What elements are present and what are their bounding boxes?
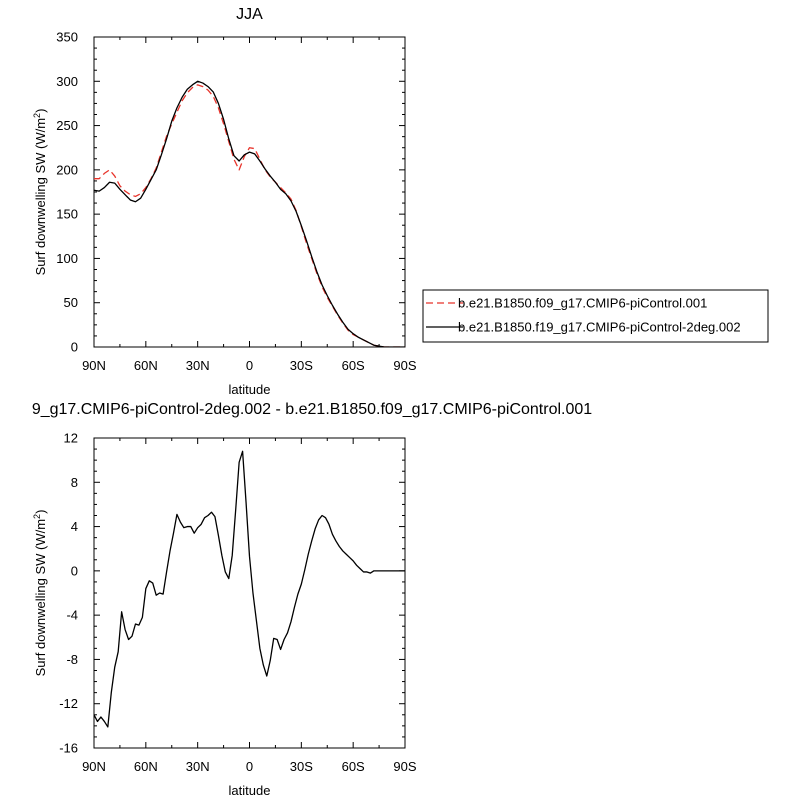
panel2-y-axis-label-close: ): [33, 510, 48, 514]
panel2: 9_g17.CMIP6-piControl-2deg.002 - b.e21.B…: [32, 401, 592, 798]
panel1-x-tick-label: 0: [246, 358, 253, 373]
panel1-x-tick-label: 60S: [342, 358, 365, 373]
panel1-title: JJA: [236, 6, 263, 23]
panel2-y-tick-label: 8: [71, 475, 78, 490]
panel1: JJA 90N 60N 30N 0 30S 60S 90S 0 50 100 150 200 250 300…: [32, 6, 769, 397]
panel2-y-tick-label: -8: [66, 652, 78, 667]
panel2-y-tick-label: -12: [59, 696, 78, 711]
panel2-y-axis-label-superscript: 2: [32, 514, 42, 519]
panel1-x-tick-label: 90S: [393, 358, 416, 373]
panel1-x-tick-label: 60N: [134, 358, 158, 373]
panel2-y-tick-label: 12: [64, 431, 78, 446]
panel1-y-tick-label: 200: [56, 162, 78, 177]
panel1-x-tick-label: 30S: [290, 358, 313, 373]
panel2-y-axis-label-main: Surf downwelling SW (W/m: [33, 519, 48, 676]
panel2-y-tick-label: 4: [71, 519, 78, 534]
panel2-series-line-1: [94, 450, 405, 728]
legend-label-1: b.e21.B1850.f09_g17.CMIP6-piControl.001: [458, 296, 707, 311]
panel2-x-tick-label: 90S: [393, 759, 416, 774]
panel1-legend: b.e21.B1850.f09_g17.CMIP6-piControl.001b…: [422, 289, 769, 343]
legend-box: [422, 289, 769, 343]
panel2-y-tick-label: 0: [71, 563, 78, 578]
panel1-series-line-2: [94, 80, 405, 347]
panel1-y-axis-label-superscript: 2: [32, 113, 42, 118]
panel2-x-tick-label: 30S: [290, 759, 313, 774]
panel1-y-tick-label: 250: [56, 118, 78, 133]
panel1-y-tick-label: 100: [56, 251, 78, 266]
panel2-x-axis-label: latitude: [229, 783, 271, 798]
panel1-plot-frame: [93, 36, 406, 348]
panel2-y-axis-label: Surf downwelling SW (W/m2): [32, 510, 48, 677]
panel1-y-tick-label: 150: [56, 207, 78, 222]
panel2-x-tick-label: 30N: [186, 759, 210, 774]
panel1-y-tick-label: 50: [64, 295, 78, 310]
panel2-x-tick-label: 60N: [134, 759, 158, 774]
panel1-y-axis-label-main: Surf downwelling SW (W/m: [33, 118, 48, 275]
panel1-y-axis-label-close: ): [33, 109, 48, 113]
panel2-x-tick-label: 60S: [342, 759, 365, 774]
panel2-y-tick-label: -16: [59, 741, 78, 756]
panel1-y-tick-label: 300: [56, 74, 78, 89]
panel1-x-tick-label: 90N: [82, 358, 106, 373]
panel2-x-tick-label: 0: [246, 759, 253, 774]
panel1-x-axis-label: latitude: [229, 382, 271, 397]
panel2-title: 9_g17.CMIP6-piControl-2deg.002 - b.e21.B…: [32, 401, 592, 418]
panel1-y-axis-label: Surf downwelling SW (W/m2): [32, 109, 48, 276]
panel2-x-tick-label: 90N: [82, 759, 106, 774]
legend-label-2: b.e21.B1850.f19_g17.CMIP6-piControl-2deg…: [458, 320, 741, 335]
panel2-plot-frame: [93, 437, 406, 749]
panel1-x-tick-label: 30N: [186, 358, 210, 373]
panel2-y-tick-label: -4: [66, 608, 78, 623]
panel1-y-tick-label: 0: [71, 340, 78, 355]
panel1-y-tick-label: 350: [56, 30, 78, 45]
panel1-series-line-1: [94, 84, 405, 347]
